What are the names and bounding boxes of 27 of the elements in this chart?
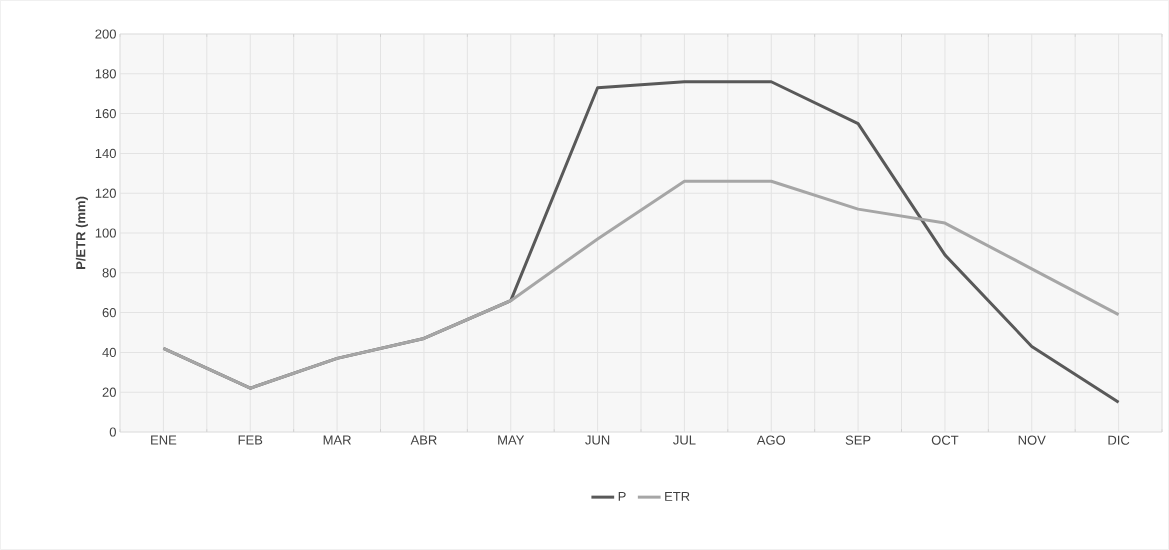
legend-label: ETR — [665, 491, 690, 501]
y-tick-label: 200 — [95, 29, 116, 39]
x-tick-label: OCT — [931, 435, 959, 445]
y-tick-label: 120 — [95, 188, 116, 198]
x-tick-label: MAY — [498, 435, 525, 445]
y-tick-label: 40 — [102, 347, 116, 357]
x-tick-label: ENE — [151, 435, 177, 445]
x-tick-label: ABR — [410, 435, 437, 445]
x-tick-label: JUL — [673, 435, 696, 445]
x-tick-label: SEP — [845, 435, 871, 445]
y-tick-label: 80 — [102, 268, 116, 278]
legend-label: P — [618, 491, 626, 501]
y-tick-label: 0 — [109, 427, 116, 437]
y-tick-label: 180 — [95, 69, 116, 79]
x-tick-label: NOV — [1018, 435, 1046, 445]
x-tick-label: JUN — [585, 435, 610, 445]
x-tick-label: FEB — [238, 435, 263, 445]
x-tick-label: DIC — [1108, 435, 1130, 445]
y-tick-label: 20 — [102, 387, 116, 397]
x-tick-label: AGO — [756, 435, 786, 445]
y-tick-label: 60 — [102, 308, 116, 318]
y-tick-label: 160 — [95, 109, 116, 119]
y-axis-title: P/ETR (mm) — [75, 196, 88, 269]
line-series — [161, 179, 1121, 390]
y-tick-label: 100 — [95, 228, 116, 238]
x-tick-label: MAR — [323, 435, 351, 445]
y-tick-label: 140 — [95, 148, 116, 158]
